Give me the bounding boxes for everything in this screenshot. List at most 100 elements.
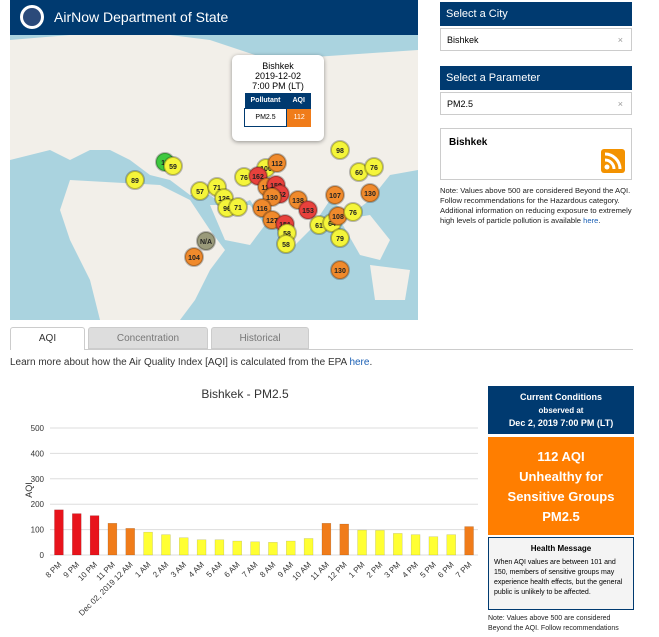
map-marker[interactable] — [125, 170, 145, 190]
current-note: Note: Values above 500 are considered Be… — [488, 615, 619, 632]
x-tick-label: 1 AM — [133, 560, 152, 579]
map-marker[interactable] — [196, 231, 216, 251]
marker-label: 61 — [315, 223, 323, 230]
map[interactable]: AirNow Department of State 8918595771761… — [10, 0, 418, 320]
bar — [72, 513, 82, 556]
popup-city: Bishkek — [262, 61, 294, 71]
marker-label: 130 — [364, 191, 376, 198]
marker-label: 58 — [283, 231, 291, 238]
map-marker[interactable] — [330, 228, 350, 248]
current-aqi-box: 112 AQI Unhealthy for Sensitive Groups P… — [488, 437, 634, 535]
y-tick-label: 100 — [31, 526, 45, 535]
popup-aqi: 112 — [286, 108, 312, 127]
feed-box: Bishkek — [440, 128, 632, 180]
marker-label: 127 — [266, 218, 278, 225]
clear-icon[interactable]: × — [617, 99, 623, 109]
marker-label: 96 — [223, 206, 231, 213]
x-tick-label: 2 PM — [365, 560, 385, 580]
x-tick-label: 6 PM — [436, 560, 456, 580]
map-marker[interactable] — [330, 140, 350, 160]
map-marker[interactable] — [330, 260, 350, 280]
tab[interactable]: AQI — [10, 327, 85, 350]
map-marker[interactable] — [298, 200, 318, 220]
learn-more: Learn more about how the Air Quality Ind… — [10, 357, 372, 368]
map-marker[interactable] — [184, 247, 204, 267]
note-link[interactable]: here — [583, 216, 599, 225]
marker-label: 76 — [240, 175, 248, 182]
bar — [286, 540, 296, 556]
map-marker[interactable] — [325, 185, 345, 205]
x-tick-label: 10 PM — [76, 560, 99, 583]
bar — [107, 523, 118, 556]
bar — [464, 526, 474, 556]
map-marker[interactable] — [252, 198, 272, 218]
bar — [339, 523, 349, 556]
current-parameter: PM2.5 — [542, 509, 580, 524]
map-marker[interactable] — [228, 197, 248, 217]
marker-label: 98 — [336, 148, 344, 155]
bar — [428, 536, 439, 556]
observed-time: Dec 2, 2019 7:00 PM (LT) — [508, 418, 614, 428]
marker-label: 60 — [355, 170, 363, 177]
map-marker[interactable] — [267, 153, 287, 173]
clear-icon[interactable]: × — [617, 35, 623, 45]
marker-label: 138 — [292, 198, 304, 205]
marker-label: 112 — [271, 161, 282, 168]
marker-label: 130 — [334, 268, 346, 275]
rss-icon[interactable] — [601, 149, 625, 173]
x-tick-label: 7 AM — [240, 560, 259, 579]
bar — [125, 528, 135, 556]
map-popup: Bishkek 2019-12-02 7:00 PM (LT) Pollutan… — [232, 55, 324, 141]
marker-label: 130 — [266, 195, 278, 202]
map-marker[interactable] — [364, 157, 384, 177]
marker-label: 57 — [196, 189, 204, 196]
bar — [321, 523, 332, 556]
chart: Bishkek - PM2.5 AQI 0 100 200 300 400 500 8 PM… — [24, 387, 478, 618]
y-tick-label: 500 — [31, 424, 45, 433]
x-tick-label: 8 AM — [258, 560, 277, 579]
y-tick-label: 400 — [31, 449, 45, 458]
tab[interactable]: Concentration — [88, 327, 208, 349]
current-title: Current Conditions — [520, 392, 602, 402]
learn-link[interactable]: here — [349, 357, 370, 368]
y-tick-label: 200 — [31, 500, 45, 509]
x-tick-label: 4 AM — [187, 560, 206, 579]
chart-title: Bishkek - PM2.5 — [201, 387, 289, 401]
current-header: Current Conditions observed at Dec 2, 20… — [488, 386, 634, 434]
marker-label: 64 — [328, 221, 336, 228]
marker-label: 59 — [169, 164, 177, 171]
parameter-select[interactable]: PM2.5 × — [440, 92, 632, 115]
popup-header: Pollutant — [250, 97, 281, 104]
health-text: When AQI values are between 101 and 150,… — [494, 559, 623, 596]
map-marker[interactable] — [343, 202, 363, 222]
bar — [410, 534, 421, 556]
health-title: Health Message — [530, 544, 592, 553]
current-aqi: 112 AQI — [537, 449, 585, 464]
bar — [446, 534, 456, 556]
bar — [179, 537, 189, 556]
tab-rule — [10, 349, 633, 350]
parameter-label: Select a Parameter — [440, 66, 632, 90]
x-tick-label: 1 PM — [347, 560, 367, 580]
bar — [161, 534, 171, 556]
sidebar-note: Note: Values above 500 are considered Be… — [440, 186, 632, 226]
marker-label: N/A — [200, 239, 212, 246]
marker-label: 104 — [188, 255, 200, 262]
bar — [393, 533, 403, 556]
bar — [89, 515, 100, 556]
marker-label: 153 — [302, 208, 314, 215]
map-marker[interactable] — [276, 234, 296, 254]
marker-label: 58 — [282, 242, 290, 249]
x-tick-label: 7 PM — [454, 560, 474, 580]
tab[interactable]: Historical — [211, 327, 309, 349]
city-select[interactable]: Bishkek × — [440, 28, 632, 51]
bar — [196, 539, 207, 556]
health-box: Health Message When AQI values are betwe… — [488, 537, 634, 610]
marker-label: 108 — [332, 214, 344, 221]
x-tick-label: 8 PM — [44, 560, 64, 580]
map-marker[interactable] — [360, 183, 380, 203]
map-marker[interactable] — [163, 156, 183, 176]
marker-label: 79 — [336, 236, 344, 243]
marker-label: 162 — [252, 174, 264, 181]
